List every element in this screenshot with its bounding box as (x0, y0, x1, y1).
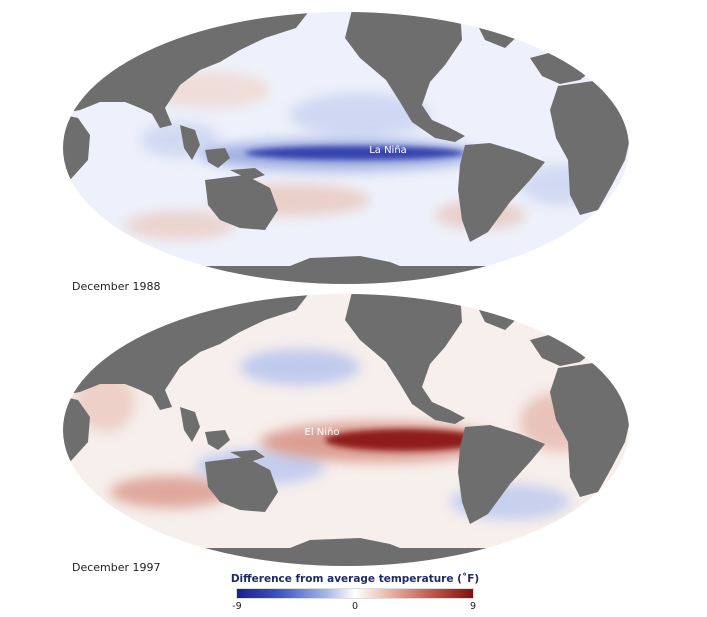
la-nina-label: La Niña (369, 145, 407, 156)
legend-tick-min: -9 (232, 601, 242, 612)
map-1988: La Niña (60, 10, 632, 286)
date-label-1988: December 1988 (72, 280, 161, 293)
cool-patch (240, 349, 360, 385)
color-legend: Difference from average temperature (˚F)… (230, 573, 480, 613)
map-1997: El Niño (60, 292, 632, 568)
legend-tick-mid: 0 (351, 601, 359, 612)
el-nino-label: El Niño (305, 427, 340, 438)
warm-patch (125, 211, 235, 239)
cool-patch (290, 93, 430, 137)
date-label-1997: December 1997 (72, 561, 161, 574)
cool-patch (140, 122, 220, 158)
map-1997-svg: El Niño (63, 294, 629, 566)
legend-ticks: -9 0 9 (232, 601, 477, 613)
warm-patch (110, 476, 230, 508)
el-nino-warm-tongue (325, 429, 485, 451)
map-1988-svg: La Niña (63, 12, 629, 284)
legend-title: Difference from average temperature (˚F) (230, 573, 480, 585)
legend-tick-max: 9 (469, 601, 477, 612)
la-nina-cold-tongue (245, 146, 465, 160)
legend-color-scale (236, 588, 474, 599)
